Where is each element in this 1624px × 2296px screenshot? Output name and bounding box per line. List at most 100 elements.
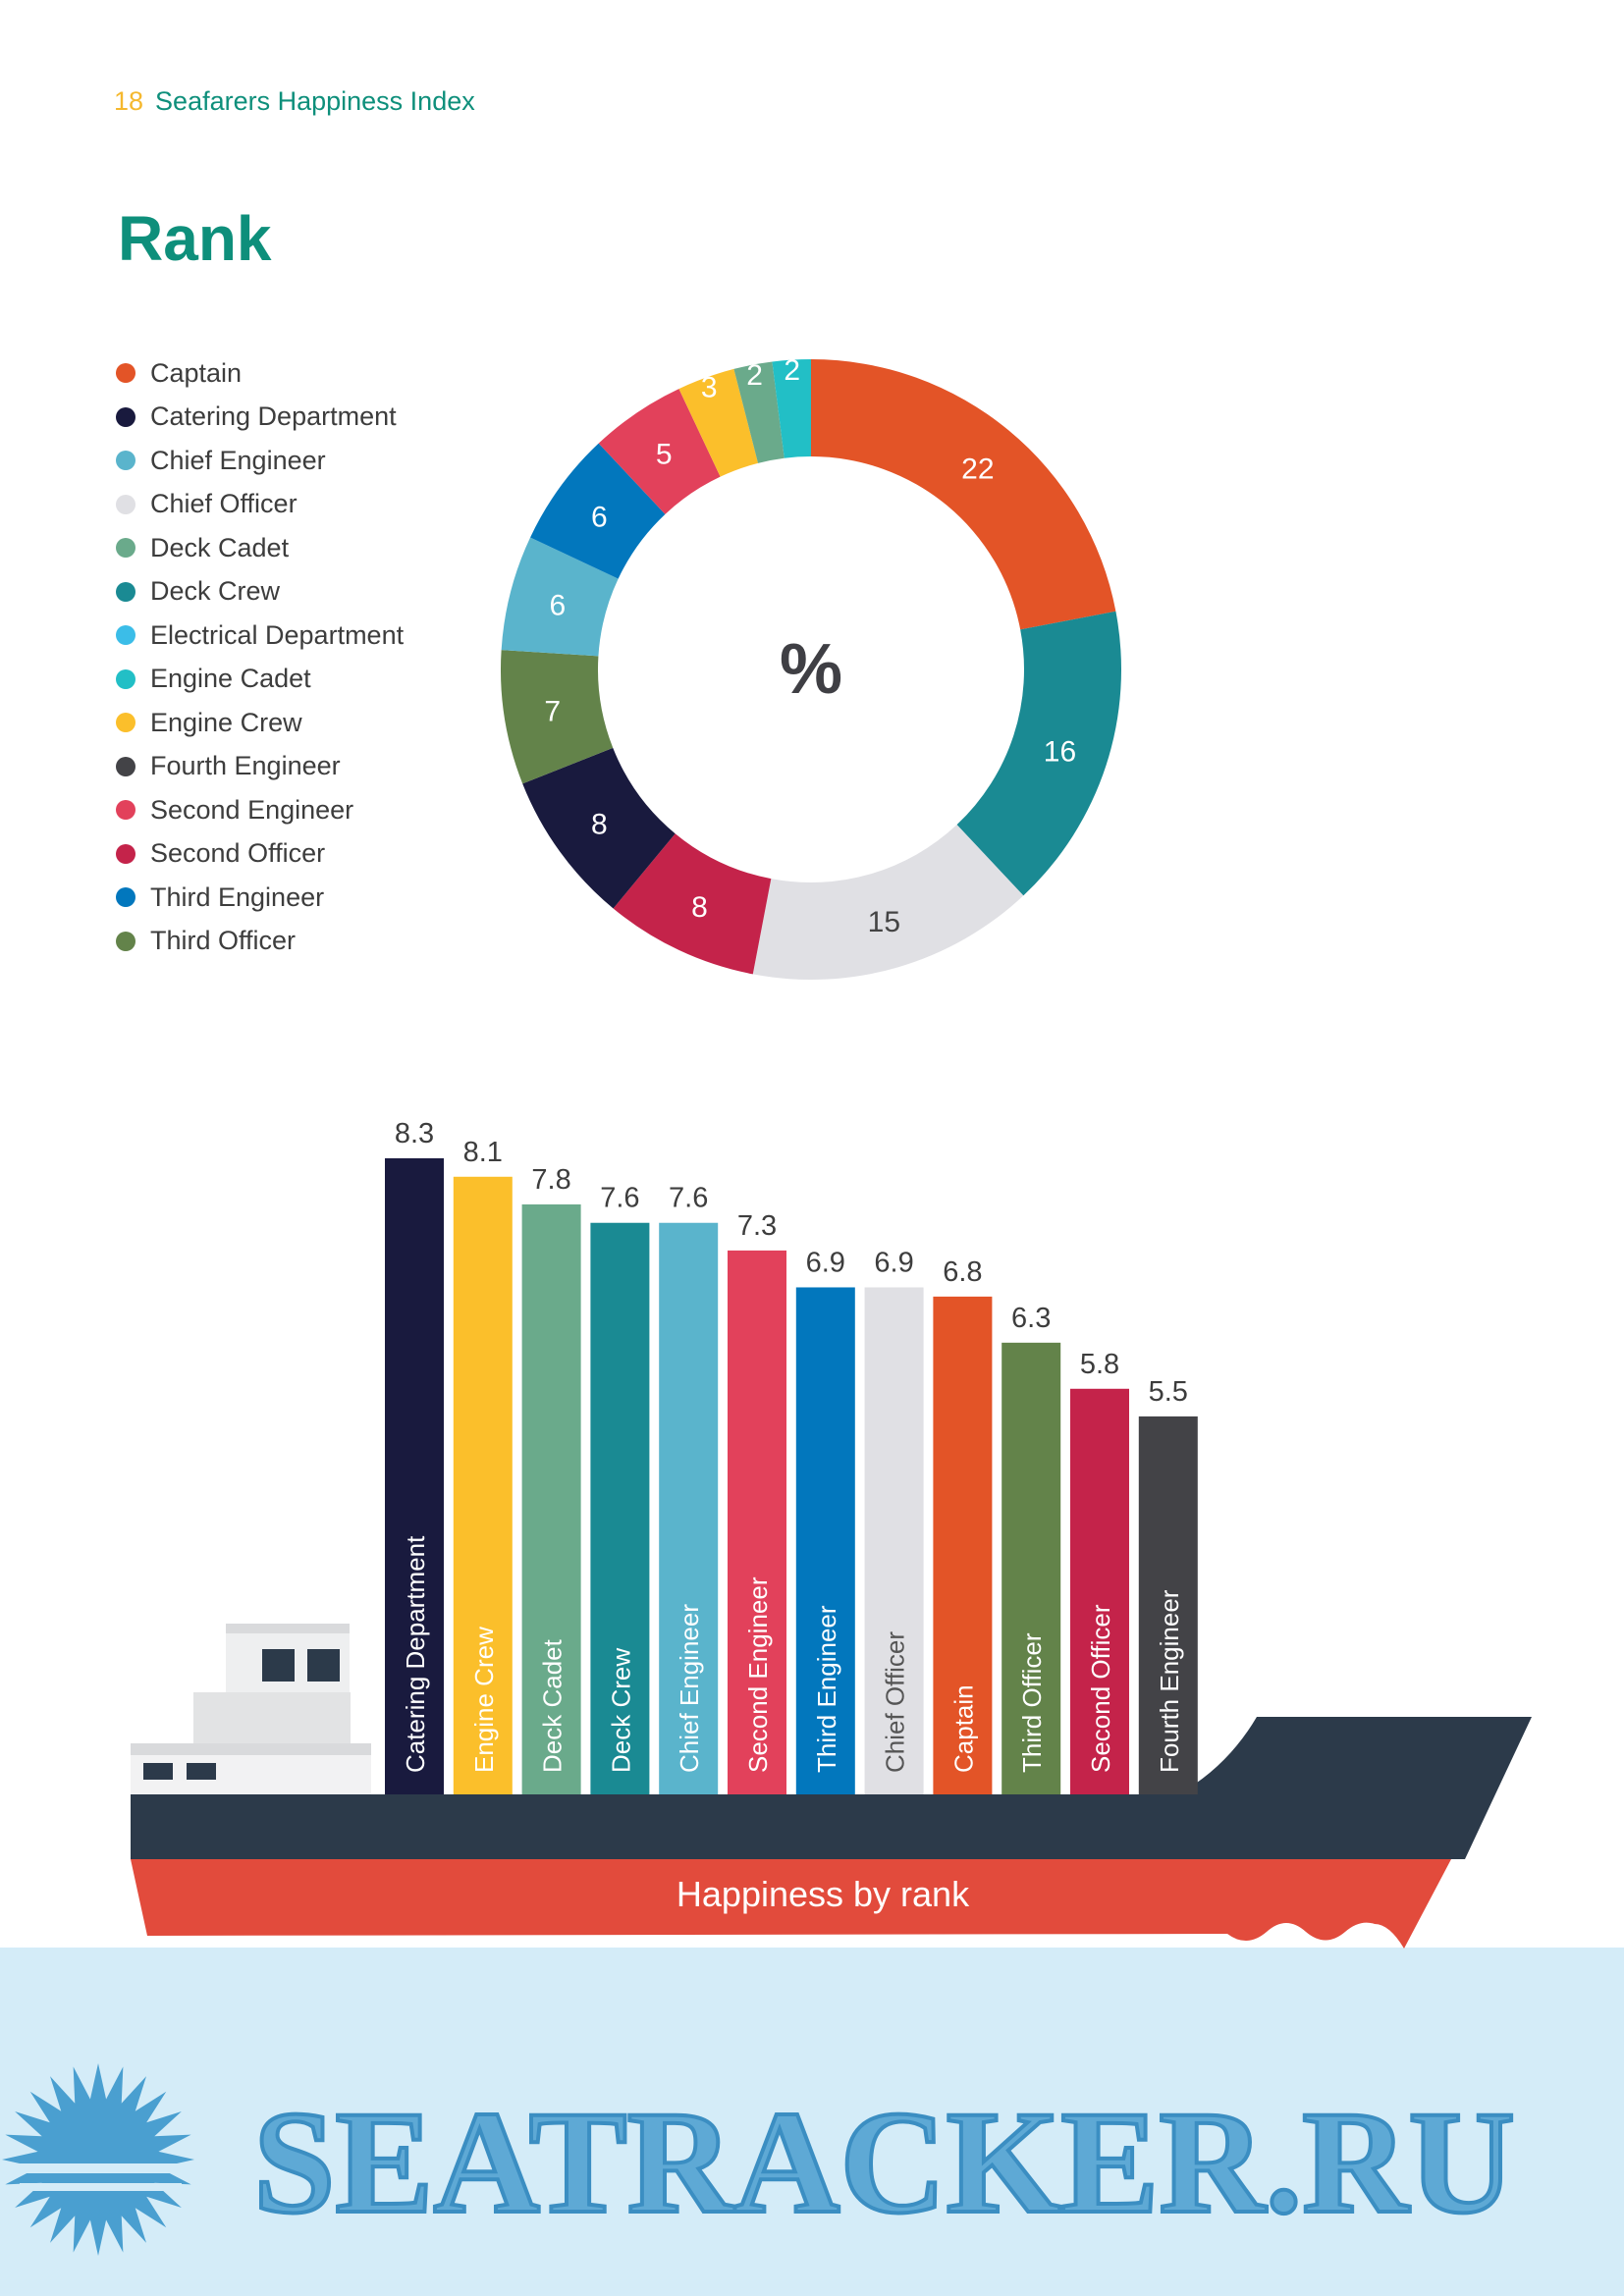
legend-item: Second Officer (116, 832, 404, 877)
donut-legend: Captain Catering Department Chief Engineer… (116, 351, 404, 963)
page-number: 18 (114, 86, 144, 116)
bar-chart: 8.3 Catering Department 8.1 Engine Crew 7.8 D… (385, 1118, 1198, 1794)
ship-illustration: Happiness by rank (131, 1624, 1532, 1949)
legend-label: Second Engineer (150, 794, 354, 825)
bar (1070, 1388, 1129, 1794)
bar-value-label: 7.6 (669, 1183, 708, 1214)
bar-category-label: Engine Crew (469, 1627, 499, 1773)
bar (1138, 1415, 1198, 1794)
bar-value-label: 6.8 (943, 1256, 982, 1288)
donut-slice (530, 443, 666, 579)
donut-slice (752, 825, 1024, 980)
bar-category-label: Deck Cadet (538, 1638, 568, 1773)
legend-item: Deck Crew (116, 570, 404, 614)
donut-slice-label: 3 (701, 372, 718, 404)
bar (659, 1222, 719, 1794)
bar-category-label: Deck Crew (606, 1648, 635, 1773)
bar-value-label: 6.9 (874, 1247, 913, 1278)
donut-slice-label: 6 (550, 590, 567, 622)
legend-item: Electrical Department (116, 614, 404, 658)
legend-label: Engine Cadet (150, 664, 311, 694)
bar-value-label: 8.1 (463, 1137, 503, 1168)
legend-item: Catering Department (116, 396, 404, 440)
bar-category-label: Catering Department (401, 1535, 430, 1773)
bar-chart-title: Happiness by rank (677, 1874, 970, 1914)
legend-item: Second Engineer (116, 788, 404, 832)
legend-item: Fourth Engineer (116, 745, 404, 789)
legend-swatch (116, 931, 135, 951)
legend-label: Deck Cadet (150, 532, 290, 562)
bar-value-label: 6.9 (806, 1247, 845, 1278)
bar-category-label: Fourth Engineer (1155, 1589, 1184, 1773)
donut-slice-label: 16 (1044, 735, 1076, 768)
donut-slice-label: 2 (784, 354, 800, 387)
legend-label: Third Officer (150, 926, 297, 956)
donut-slice (956, 611, 1122, 896)
bar-value-label: 7.6 (600, 1183, 639, 1214)
legend-label: Second Officer (150, 838, 326, 869)
legend-label: Third Engineer (150, 881, 325, 912)
bar (933, 1296, 993, 1794)
donut-slice-label: 8 (691, 891, 708, 924)
donut-slice (598, 389, 721, 514)
bar-value-label: 7.8 (531, 1164, 570, 1196)
sun-icon (2, 2063, 194, 2256)
legend-item: Chief Engineer (116, 439, 404, 483)
legend-item: Captain (116, 351, 404, 396)
legend-swatch (116, 494, 135, 514)
section-title: Rank (118, 203, 272, 274)
sun-stripe (20, 2163, 182, 2173)
legend-swatch (116, 451, 135, 471)
donut-slice (733, 361, 785, 463)
legend-swatch (116, 581, 135, 602)
sea-band (0, 1948, 1624, 2296)
donut-slice-label: 2 (746, 359, 763, 392)
legend-label: Deck Crew (150, 576, 281, 607)
legend-label: Fourth Engineer (150, 751, 341, 781)
legend-label: Chief Engineer (150, 445, 326, 475)
legend-swatch (116, 406, 135, 427)
donut-slice (501, 537, 619, 657)
legend-swatch (116, 363, 135, 384)
page-header: 18 Seafarers Happiness Index (114, 86, 475, 117)
legend-item: Third Engineer (116, 876, 404, 920)
bar-value-label: 7.3 (737, 1210, 777, 1242)
legend-swatch (116, 800, 135, 821)
legend-item: Engine Cadet (116, 658, 404, 702)
donut-center-label: % (780, 630, 842, 709)
sun-rays (2, 2063, 194, 2256)
donut-slice (811, 359, 1116, 630)
bar-value-label: 8.3 (395, 1118, 434, 1149)
bar-category-label: Chief Officer (881, 1631, 910, 1773)
bar (521, 1203, 581, 1794)
bar-category-label: Third Engineer (812, 1605, 841, 1773)
donut-slice (501, 650, 614, 784)
donut-slice-label: 7 (544, 696, 561, 728)
bar (728, 1250, 786, 1794)
legend-swatch (116, 843, 135, 864)
bar (1001, 1342, 1061, 1794)
donut-slice-label: 6 (591, 501, 608, 533)
bar-category-label: Captain (948, 1684, 978, 1773)
donut-slice (522, 747, 676, 909)
legend-item: Third Officer (116, 920, 404, 964)
legend-item: Deck Cadet (116, 526, 404, 570)
legend-swatch (116, 887, 135, 908)
legend-item: Engine Crew (116, 701, 404, 745)
donut-slice (613, 833, 772, 975)
bar-value-label: 5.8 (1080, 1349, 1119, 1380)
bar (385, 1158, 444, 1794)
sun-stripe (20, 2183, 182, 2191)
donut-slice (772, 359, 811, 458)
legend-label: Chief Officer (150, 489, 298, 519)
legend-item: Chief Officer (116, 483, 404, 527)
bar-category-label: Chief Engineer (675, 1604, 704, 1773)
legend-swatch (116, 756, 135, 776)
bar (864, 1287, 924, 1794)
publication-title: Seafarers Happiness Index (155, 86, 475, 116)
donut-slice (678, 368, 759, 477)
legend-label: Catering Department (150, 401, 397, 432)
bar-category-label: Second Officer (1086, 1604, 1115, 1773)
